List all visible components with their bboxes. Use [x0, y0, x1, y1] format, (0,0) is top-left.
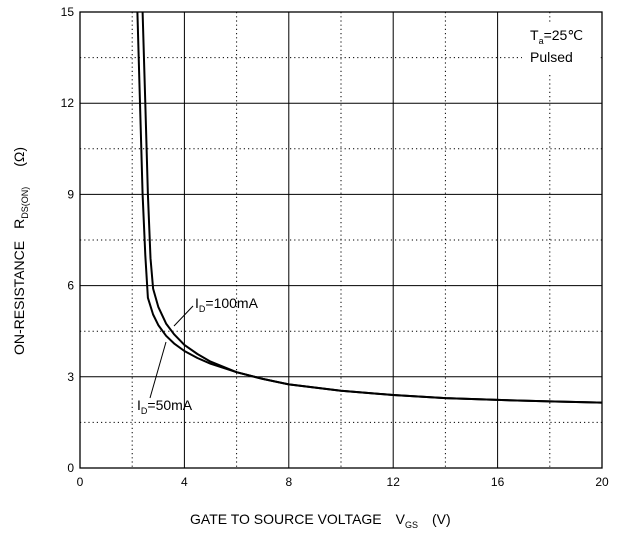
y-tick-label: 12: [61, 96, 75, 110]
temperature-condition: Ta=25℃: [530, 27, 583, 46]
y-tick-label: 6: [67, 279, 74, 293]
x-tick-label: 20: [595, 475, 609, 489]
x-tick-label: 12: [387, 475, 401, 489]
x-tick-labels: 0 4 8 12 16 20: [77, 475, 609, 489]
x-tick-label: 8: [285, 475, 292, 489]
plot-frame: [79, 11, 603, 469]
series-line-1: [136, 11, 603, 404]
x-tick-label: 0: [77, 475, 84, 489]
series-group: [136, 11, 603, 404]
y-axis-label: ON-RESISTANCERDS(ON)(Ω): [11, 147, 30, 355]
x-tick-label: 4: [181, 475, 188, 489]
x-tick-label: 16: [491, 475, 505, 489]
leader-100ma: [173, 305, 194, 327]
series-label-50ma: ID=50mA: [137, 397, 193, 416]
y-tick-labels: 0 3 6 9 12 15: [61, 5, 75, 475]
series-label-100ma: ID=100mA: [195, 295, 259, 314]
y-tick-label: 9: [67, 187, 74, 201]
condition-box-bg: [522, 22, 600, 72]
y-tick-label: 15: [61, 5, 75, 19]
pulsed-condition: Pulsed: [530, 49, 573, 65]
y-tick-label: 0: [67, 461, 74, 475]
y-tick-label: 3: [67, 370, 74, 384]
leader-50ma: [149, 341, 167, 399]
x-axis-label: GATE TO SOURCE VOLTAGE VGS (V): [190, 511, 451, 530]
